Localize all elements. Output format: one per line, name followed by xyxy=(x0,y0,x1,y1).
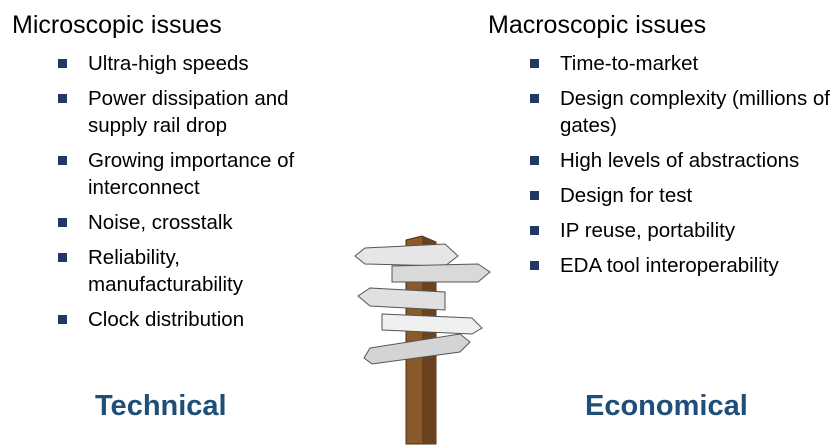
list-item: Design complexity (millions of gates) xyxy=(530,85,830,139)
list-item: Noise, crosstalk xyxy=(58,209,328,236)
list-item: Growing importance of interconnect xyxy=(58,147,328,201)
list-item: Clock distribution xyxy=(58,306,328,333)
bullet-square-icon xyxy=(58,156,67,165)
list-item: Power dissipation and supply rail drop xyxy=(58,85,328,139)
bullet-square-icon xyxy=(530,261,539,270)
economical-label: Economical xyxy=(585,390,748,422)
bullet-square-icon xyxy=(530,59,539,68)
bullet-square-icon xyxy=(58,218,67,227)
bullet-square-icon xyxy=(58,315,67,324)
list-item: Time-to-market xyxy=(530,50,830,77)
list-item: IP reuse, portability xyxy=(530,217,830,244)
bullet-square-icon xyxy=(530,156,539,165)
list-item: Reliability, manufacturability xyxy=(58,244,328,298)
bullet-square-icon xyxy=(58,94,67,103)
macroscopic-heading: Macroscopic issues xyxy=(488,11,707,39)
bullet-square-icon xyxy=(530,191,539,200)
technical-label: Technical xyxy=(95,390,227,422)
bullet-square-icon xyxy=(58,59,67,68)
microscopic-heading: Microscopic issues xyxy=(12,11,222,39)
bullet-square-icon xyxy=(530,226,539,235)
microscopic-list: Ultra-high speeds Power dissipation and … xyxy=(58,50,328,341)
macroscopic-list: Time-to-market Design complexity (millio… xyxy=(530,50,830,287)
signpost-icon xyxy=(354,235,491,445)
list-item: Design for test xyxy=(530,182,830,209)
bullet-square-icon xyxy=(58,253,67,262)
list-item: High levels of abstractions xyxy=(530,147,830,174)
list-item: EDA tool interoperability xyxy=(530,252,830,279)
bullet-square-icon xyxy=(530,94,539,103)
list-item: Ultra-high speeds xyxy=(58,50,328,77)
